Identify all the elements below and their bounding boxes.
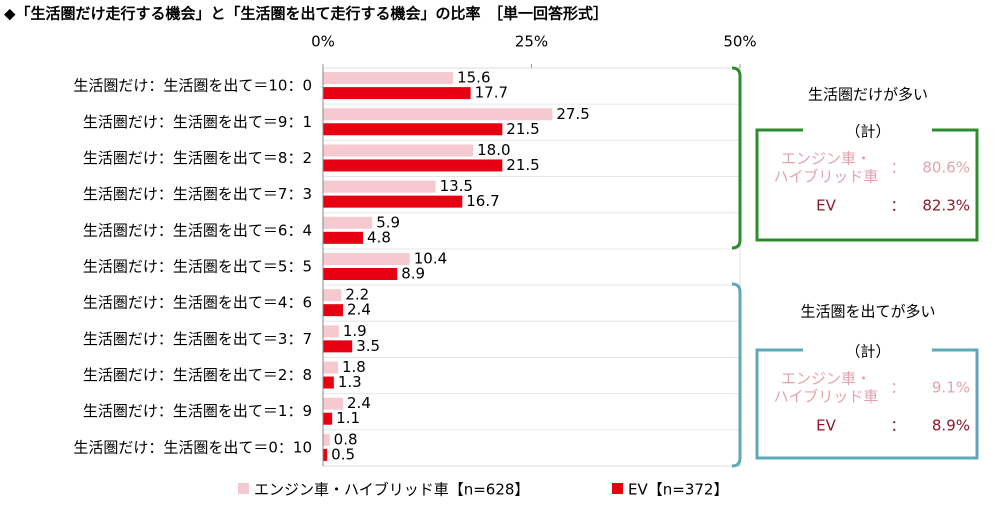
value-label: 13.5 — [440, 177, 473, 195]
bar — [323, 253, 410, 265]
y-tick-label: 生活圏だけ：生活圏を出て＝6：4 — [83, 221, 312, 239]
summary-label: ハイブリッド車 — [774, 168, 879, 186]
value-label: 3.5 — [356, 337, 380, 355]
bracket — [731, 66, 742, 250]
bar — [323, 180, 436, 193]
x-tick-label: 50% — [723, 33, 756, 51]
value-label: 17.7 — [475, 84, 508, 102]
summary-heading: 生活圏を出てが多い — [800, 303, 935, 321]
y-tick-label: 生活圏だけ：生活圏を出て＝0：10 — [73, 438, 312, 456]
value-label: 18.0 — [477, 141, 510, 159]
legend-swatch — [612, 483, 623, 494]
summary-label: エンジン車・ — [781, 370, 871, 388]
chart-title: ◆「生活圏だけ走行する機会」と「生活圏を出て走行する機会」の比率 ［単一回答形式… — [4, 5, 608, 23]
value-label: 1.3 — [338, 373, 362, 391]
summary-label: EV — [816, 417, 836, 435]
value-label: 1.8 — [342, 358, 366, 376]
summary-value: 80.6% — [922, 159, 970, 177]
summary-sep: ： — [890, 379, 905, 397]
y-tick-label: 生活圏だけ：生活圏を出て＝4：6 — [83, 294, 312, 312]
bar — [323, 412, 333, 425]
y-tick-label: 生活圏だけ：生活圏を出て＝3：7 — [83, 330, 312, 348]
value-label: 21.5 — [506, 156, 539, 174]
value-label: 0.5 — [331, 445, 355, 463]
legend-label: EV【n=372】 — [628, 481, 728, 499]
summary-sub: （計） — [845, 343, 890, 361]
value-label: 2.4 — [347, 301, 371, 319]
summary-sub: （計） — [845, 123, 890, 141]
bar — [323, 376, 334, 389]
value-label: 5.9 — [376, 213, 400, 231]
value-label: 15.6 — [457, 69, 490, 87]
legend-swatch — [238, 483, 249, 494]
bar — [323, 108, 553, 121]
legend-label: エンジン車・ハイブリッド車【n=628】 — [254, 481, 529, 499]
summary-label: EV — [816, 197, 836, 215]
bar — [323, 159, 503, 172]
bar — [323, 448, 328, 461]
bar — [323, 216, 373, 229]
bar — [323, 144, 474, 157]
summary-sep: ： — [890, 417, 905, 435]
value-label: 1.9 — [343, 322, 367, 340]
value-label: 2.2 — [345, 286, 369, 304]
summary-value: 9.1% — [932, 379, 970, 397]
y-tick-label: 生活圏だけ：生活圏を出て＝7：3 — [83, 185, 312, 203]
bar — [323, 268, 398, 280]
y-tick-label: 生活圏だけ：生活圏を出て＝8：2 — [83, 149, 312, 167]
summary-box — [755, 128, 979, 242]
y-tick-label: 生活圏だけ：生活圏を出て＝9：1 — [83, 113, 312, 131]
value-label: 16.7 — [466, 192, 499, 210]
bar — [323, 361, 339, 374]
value-label: 27.5 — [556, 105, 589, 123]
bar — [323, 304, 344, 317]
bracket — [731, 282, 742, 468]
bar — [323, 433, 330, 446]
bar — [323, 397, 344, 410]
summary-sep: ： — [890, 197, 905, 215]
summary-heading: 生活圏だけが多い — [808, 86, 928, 104]
bar — [323, 72, 454, 85]
summary-label: ハイブリッド車 — [774, 388, 879, 406]
summary-sep: ： — [890, 159, 905, 177]
summary-label: エンジン車・ — [781, 150, 871, 168]
value-label: 8.9 — [401, 265, 425, 283]
bar — [323, 340, 353, 353]
bar — [323, 231, 364, 244]
y-tick-label: 生活圏だけ：生活圏を出て＝2：8 — [83, 366, 312, 384]
bar — [323, 325, 339, 338]
value-label: 2.4 — [347, 394, 371, 412]
y-tick-label: 生活圏だけ：生活圏を出て＝1：9 — [83, 402, 312, 420]
bar — [323, 87, 471, 100]
bar — [323, 289, 342, 302]
value-label: 0.8 — [334, 430, 358, 448]
y-tick-label: 生活圏だけ：生活圏を出て＝5：5 — [83, 258, 312, 276]
value-label: 21.5 — [506, 120, 539, 138]
bar — [323, 195, 463, 208]
summary-value: 8.9% — [932, 417, 970, 435]
bar — [323, 123, 503, 136]
value-label: 10.4 — [414, 250, 447, 268]
value-label: 4.8 — [367, 228, 391, 246]
y-tick-label: 生活圏だけ：生活圏を出て＝10：0 — [73, 77, 312, 95]
x-tick-label: 25% — [515, 33, 548, 51]
x-tick-label: 0% — [311, 33, 335, 51]
value-label: 1.1 — [336, 409, 360, 427]
summary-box — [755, 348, 979, 460]
summary-value: 82.3% — [922, 197, 970, 215]
